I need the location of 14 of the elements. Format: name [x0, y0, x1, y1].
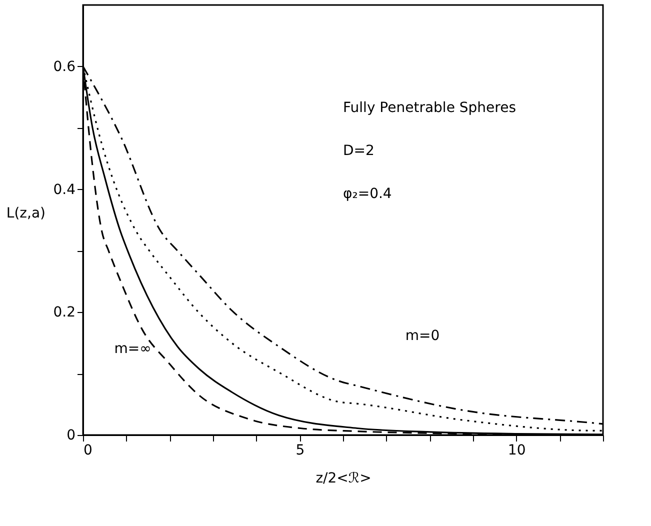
annotation: φ₂=0.4 [343, 186, 392, 202]
annotation: m=∞ [114, 341, 152, 357]
annotation: m=0 [405, 328, 440, 344]
y-axis-title: L(z,a) [6, 206, 46, 222]
x-tick-label: 10 [508, 442, 526, 458]
y-tick-label: 0.4 [53, 182, 76, 198]
x-tick-label: 0 [84, 442, 92, 458]
y-tick-label: 0.2 [53, 304, 76, 321]
annotation: Fully Penetrable Spheres [343, 100, 516, 116]
y-tick-label: 0 [66, 428, 76, 444]
x-tick-label: 5 [296, 442, 305, 458]
annotation: D=2 [343, 143, 374, 160]
x-axis-title: z/2<ℛ> [316, 470, 372, 486]
y-tick-label: 0.6 [53, 58, 76, 75]
